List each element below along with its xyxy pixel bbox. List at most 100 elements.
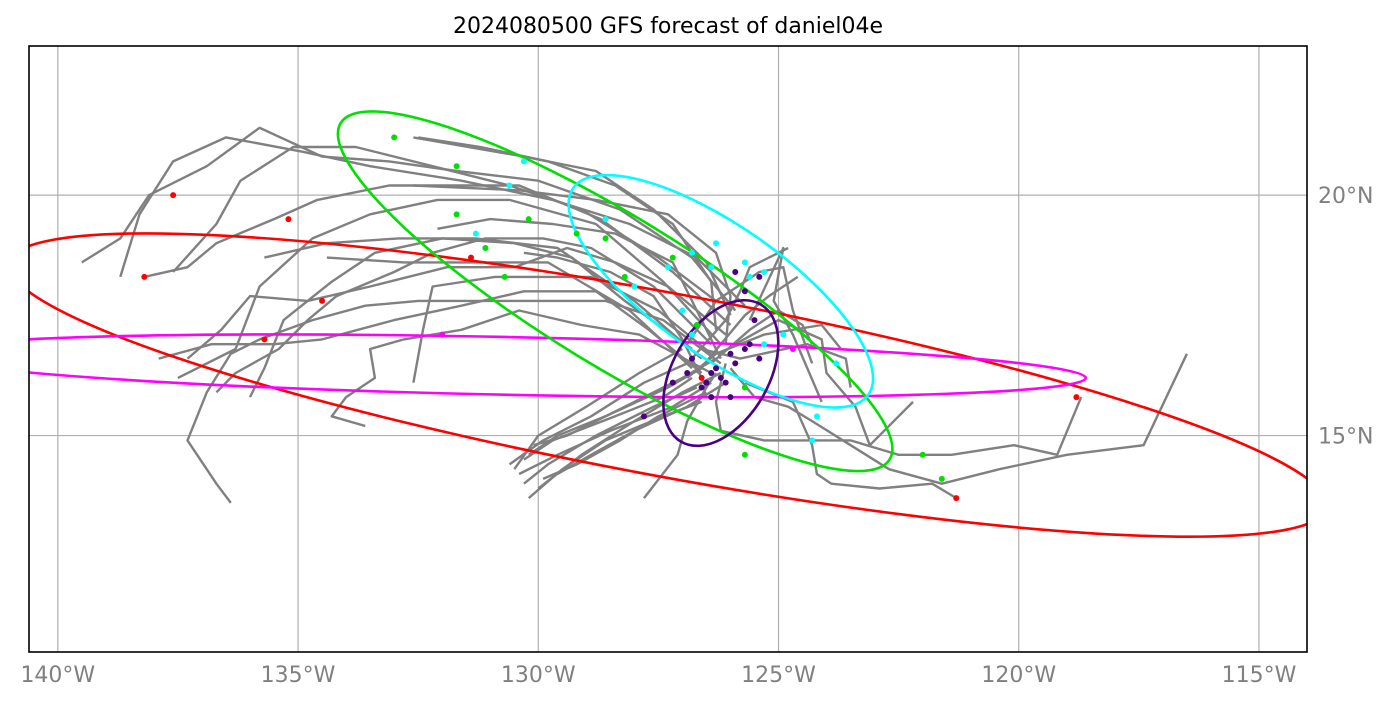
- lon-tick-label: 115°W: [1222, 663, 1297, 688]
- ensemble-track: [413, 184, 732, 345]
- forecast-point-day5: [261, 336, 268, 343]
- forecast-point-day1: [722, 379, 729, 386]
- forecast-point-day1: [703, 379, 710, 386]
- forecast-point-day3: [391, 134, 398, 141]
- ensemble-track: [518, 381, 712, 476]
- forecast-point-day5: [468, 254, 475, 261]
- forecast-point-day3: [602, 235, 609, 242]
- ensemble-track: [695, 275, 799, 374]
- uncertainty-ellipse-day1: [662, 298, 780, 448]
- forecast-point-day1: [698, 384, 705, 391]
- forecast-point-day5: [953, 495, 960, 502]
- forecast-point-day3: [525, 216, 532, 223]
- forecast-point-day3: [482, 245, 489, 251]
- ensemble-track: [81, 126, 737, 312]
- ensemble-track: [686, 323, 842, 379]
- lat-tick-label: 15°N: [1318, 425, 1373, 450]
- lat-tick-label: 20°N: [1318, 184, 1373, 209]
- forecast-point-day2: [833, 360, 840, 367]
- forecast-point-day1: [756, 355, 763, 362]
- forecast-point-day3: [501, 273, 508, 280]
- forecast-point-day1: [746, 341, 753, 348]
- uncertainty-ellipse-day3: [336, 110, 894, 473]
- forecast-point-day1: [684, 370, 691, 377]
- map-frame: [28, 45, 1308, 653]
- ensemble-track: [701, 343, 852, 388]
- uncertainty-ellipse-day2: [567, 173, 875, 409]
- ensemble-track: [508, 362, 688, 466]
- forecast-point-day1: [732, 360, 739, 367]
- ensemble-track: [513, 347, 683, 470]
- forecast-point-day2: [713, 240, 720, 247]
- lon-tick-label: 125°W: [741, 663, 816, 688]
- map-title: 2024080500 GFS forecast of daniel04e: [453, 14, 883, 39]
- forecast-point-day1: [741, 346, 748, 352]
- forecast-point-day2: [761, 269, 768, 276]
- forecast-point-day3: [741, 451, 748, 458]
- forecast-point-day4: [789, 346, 796, 352]
- forecast-point-day2: [761, 341, 768, 348]
- forecast-point-day1: [732, 269, 739, 276]
- forecast-point-day2: [813, 413, 820, 420]
- forecast-point-day1: [708, 370, 715, 377]
- forecast-point-day1: [669, 379, 676, 386]
- ensemble-track: [119, 136, 746, 307]
- ensemble-track: [729, 353, 1188, 485]
- forecast-point-day3: [741, 384, 748, 391]
- forecast-point-day2: [746, 273, 753, 280]
- forecast-point-day2: [689, 249, 696, 256]
- lon-tick-label: 130°W: [501, 663, 576, 688]
- lon-tick-label: 135°W: [261, 663, 336, 688]
- forecast-point-day1: [713, 365, 720, 372]
- forecast-point-day1: [741, 288, 748, 295]
- forecast-point-day2: [708, 264, 715, 271]
- forecast-point-day5: [1073, 394, 1080, 401]
- forecast-point-day3: [693, 321, 700, 328]
- forecast-point-day3: [919, 451, 926, 458]
- forecast-point-day1: [727, 394, 734, 401]
- ensemble-track: [158, 290, 703, 374]
- forecast-point-day3: [453, 211, 460, 218]
- lon-tick-label: 140°W: [20, 663, 95, 688]
- ensemble-track: [215, 237, 713, 394]
- plot-area: [29, 110, 1307, 539]
- ensemble-track: [186, 246, 727, 360]
- ensemble-track: [326, 256, 693, 370]
- uncertainty-ellipse-day4: [29, 333, 1088, 399]
- forecast-point-day5: [170, 192, 177, 199]
- forecast-point-day2: [809, 437, 816, 444]
- ensemble-track: [330, 309, 712, 428]
- axis-tick-labels: 140°W 135°W 130°W 125°W 120°W 115°W 20°N 15°N: [20, 184, 1373, 688]
- forecast-point-day1: [727, 350, 734, 357]
- forecast-point-day3: [938, 475, 945, 482]
- forecast-point-day1: [717, 374, 724, 381]
- forecast-point-day4: [439, 331, 446, 338]
- forecast-point-day3: [453, 163, 460, 170]
- forecast-point-day5: [285, 216, 292, 223]
- forecast-point-day3: [621, 273, 628, 280]
- forecast-point-day1: [708, 394, 715, 401]
- ensemble-track: [691, 246, 789, 360]
- ensemble-track: [643, 372, 718, 499]
- ensemble-track: [186, 299, 722, 504]
- forecast-point-day1: [756, 273, 763, 280]
- forecast-point-day2: [631, 283, 638, 290]
- ensemble-track: [412, 275, 712, 383]
- forecast-point-day2: [472, 230, 479, 237]
- uncertainty-ellipse-day5: [29, 232, 1307, 539]
- ensemble-track: [523, 376, 693, 461]
- ensemble-track: [744, 381, 957, 500]
- forecast-point-day2: [506, 182, 513, 189]
- forecast-point-day2: [780, 331, 787, 338]
- forecast-point-day1: [640, 413, 647, 420]
- forecast-point-day2: [741, 259, 748, 266]
- forecast-point-day2: [665, 264, 671, 271]
- forecast-point-day5: [698, 374, 705, 381]
- ensemble-track: [714, 363, 1083, 456]
- lon-tick-label: 120°W: [981, 663, 1056, 688]
- forecast-point-day5: [319, 297, 326, 304]
- ensemble-track: [734, 318, 914, 447]
- forecast-point-day3: [573, 230, 580, 237]
- forecast-point-day2: [602, 216, 609, 223]
